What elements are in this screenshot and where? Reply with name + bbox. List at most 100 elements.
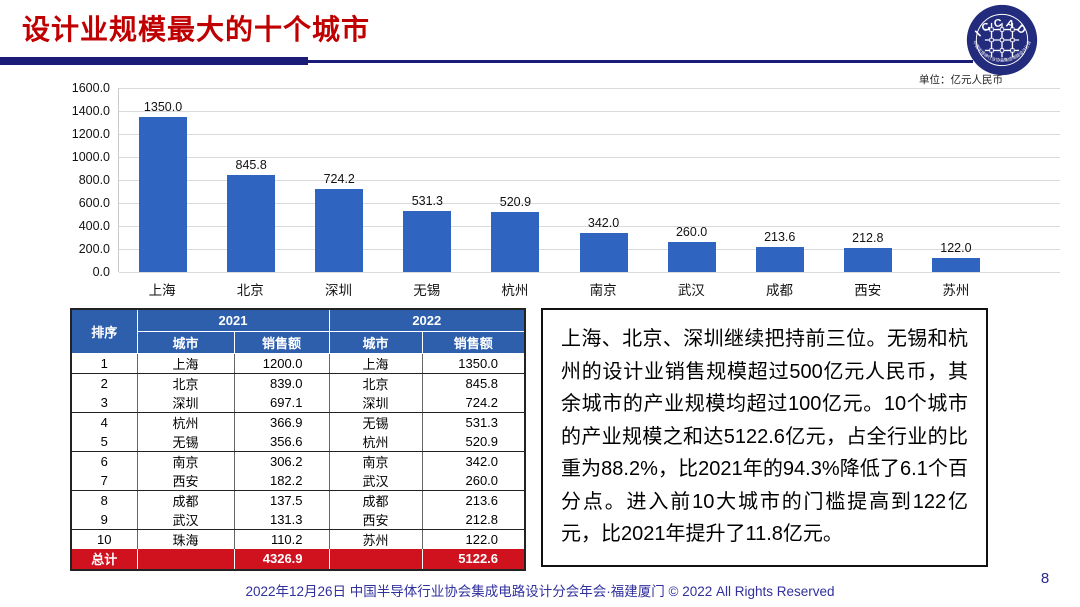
bar-上海 bbox=[139, 116, 188, 272]
y-tick-label: 0.0 bbox=[92, 265, 110, 279]
title-underline-thick bbox=[0, 57, 308, 65]
bar-南京 bbox=[579, 232, 628, 272]
page-title: 设计业规模最大的十个城市 bbox=[22, 14, 371, 45]
bar-slot: 213.6 bbox=[736, 88, 824, 272]
page-number: 8 bbox=[1040, 570, 1050, 587]
table-cell: 531.3 bbox=[421, 412, 526, 432]
bar-slot: 342.0 bbox=[559, 88, 647, 272]
table-cell: 7 bbox=[71, 470, 137, 491]
table-cell: 成都 bbox=[328, 490, 423, 510]
chart-unit-label: 单位：亿元人民币 bbox=[919, 74, 1003, 86]
table-header-2021: 2021 bbox=[136, 308, 330, 332]
table-cell: 342.0 bbox=[421, 451, 526, 471]
bar-value-label: 212.8 bbox=[852, 230, 884, 245]
table-cell: 成都 bbox=[136, 490, 234, 510]
footer-text: 2022年12月26日 中国半导体行业协会集成电路设计分会年会·福建厦门 © 2… bbox=[245, 584, 835, 599]
chart-plot-area: 1350.0 845.8 724.2 531.3 520.9 342.0 260.0 213.… bbox=[118, 88, 1060, 273]
bar-slot: 212.8 bbox=[824, 88, 912, 272]
gridline bbox=[119, 157, 1060, 158]
chart-y-axis: 1600.0 1400.0 1200.0 1000.0 800.0 600.0 400.0 2… bbox=[38, 81, 110, 279]
bar-slot: 845.8 bbox=[207, 88, 295, 272]
bar-苏州 bbox=[931, 257, 980, 272]
bar-value-label: 520.9 bbox=[499, 195, 532, 210]
table-cell: 137.5 bbox=[233, 490, 330, 510]
x-tick-label: 杭州 bbox=[501, 283, 529, 298]
bar-西安 bbox=[843, 247, 892, 272]
table-cell: 无锡 bbox=[136, 431, 234, 452]
table-cell: 4 bbox=[100, 414, 108, 430]
gridline bbox=[119, 272, 1060, 273]
city-sales-table: 排序 2021 2022 城市 销售额 城市 销售额 1 上海 1200.0 上海 13… bbox=[70, 308, 527, 571]
table-total-cell: 总计 bbox=[71, 548, 137, 570]
table-cell: 2 bbox=[100, 375, 108, 391]
bar-slot: 122.0 bbox=[912, 88, 1000, 272]
table-total-cell bbox=[136, 548, 234, 570]
table-cell: 213.6 bbox=[421, 490, 526, 510]
table-cell: 西安 bbox=[136, 470, 234, 491]
bar-value-label: 1350.0 bbox=[143, 99, 183, 114]
table-header-rank: 排序 bbox=[70, 308, 138, 354]
chart-x-axis: 上海 北京 深圳 无锡 杭州 南京 武汉 成都 西安 苏州 bbox=[118, 279, 1000, 299]
bar-value-label: 260.0 bbox=[675, 225, 708, 240]
x-tick-label: 苏州 bbox=[942, 283, 970, 298]
y-tick-label: 200.0 bbox=[78, 242, 110, 256]
table-total-row: 总计 4326.9 5122.6 bbox=[71, 548, 526, 570]
gridline bbox=[119, 134, 1060, 135]
table-row: 8 成都 137.5 成都 213.6 bbox=[71, 490, 526, 510]
table-row: 10 珠海 110.2 苏州 122.0 bbox=[71, 529, 526, 549]
x-tick-label: 西安 bbox=[854, 283, 882, 298]
table-cell: 520.9 bbox=[421, 431, 526, 452]
table-cell: 724.2 bbox=[421, 392, 526, 413]
table-cell: 南京 bbox=[328, 451, 423, 471]
y-tick-label: 400.0 bbox=[78, 219, 110, 233]
table-cell: 上海 bbox=[136, 353, 234, 374]
table-cell: 845.8 bbox=[421, 373, 526, 393]
table-cell: 9 bbox=[71, 509, 137, 530]
bar-value-label: 342.0 bbox=[587, 215, 620, 230]
table-cell: 1350.0 bbox=[421, 353, 526, 374]
y-tick-label: 1000.0 bbox=[71, 150, 110, 164]
table-cell: 182.2 bbox=[233, 470, 330, 491]
bar-杭州 bbox=[491, 212, 540, 272]
table-total-cell: 5122.6 bbox=[421, 548, 526, 570]
bar-slot: 531.3 bbox=[383, 88, 471, 272]
table-cell: 110.2 bbox=[233, 529, 330, 549]
gridline bbox=[119, 226, 1060, 227]
table-row: 9 武汉 131.3 西安 212.8 bbox=[71, 509, 526, 530]
bar-slot: 520.9 bbox=[471, 88, 559, 272]
table-row: 4 杭州 366.9 无锡 531.3 bbox=[71, 412, 526, 432]
bar-slot: 724.2 bbox=[295, 88, 383, 272]
bar-value-label: 845.8 bbox=[235, 157, 267, 172]
table-subheader-sales-2022: 销售额 bbox=[421, 330, 526, 354]
table-subheader-city-2021: 城市 bbox=[136, 330, 235, 354]
x-tick-label: 深圳 bbox=[325, 283, 352, 298]
gridline bbox=[119, 203, 1060, 204]
table-cell: 6 bbox=[100, 453, 108, 469]
table-cell: 356.6 bbox=[233, 431, 330, 452]
table-cell: 上海 bbox=[328, 353, 423, 374]
table-cell: 839.0 bbox=[233, 373, 330, 393]
table-cell: 697.1 bbox=[233, 392, 330, 413]
table-cell: 8 bbox=[100, 492, 108, 508]
table-row: 3 深圳 697.1 深圳 724.2 bbox=[71, 392, 526, 413]
table-cell: 10 bbox=[97, 531, 112, 547]
y-tick-label: 1400.0 bbox=[71, 104, 110, 118]
table-cell: 武汉 bbox=[136, 509, 234, 530]
table-subheader-city-2022: 城市 bbox=[328, 330, 423, 354]
iccad-logo-icon: ICCAD 中国半导体行业协会集成电路设计分会 bbox=[966, 4, 1038, 76]
table-cell: 北京 bbox=[328, 373, 423, 393]
table-cell: 366.9 bbox=[233, 412, 330, 432]
bar-北京 bbox=[227, 174, 276, 272]
table-cell: 260.0 bbox=[421, 470, 526, 491]
table-cell: 306.2 bbox=[233, 451, 330, 471]
y-tick-label: 1200.0 bbox=[71, 127, 110, 141]
x-tick-label: 武汉 bbox=[677, 283, 705, 298]
table-cell: 1 bbox=[71, 353, 137, 374]
x-tick-label: 北京 bbox=[236, 283, 264, 298]
table-cell: 杭州 bbox=[136, 412, 234, 432]
table-cell: 珠海 bbox=[136, 529, 234, 549]
table-row: 7 西安 182.2 武汉 260.0 bbox=[71, 470, 526, 491]
bar-slot: 260.0 bbox=[648, 88, 736, 272]
table-cell: 苏州 bbox=[328, 529, 423, 549]
